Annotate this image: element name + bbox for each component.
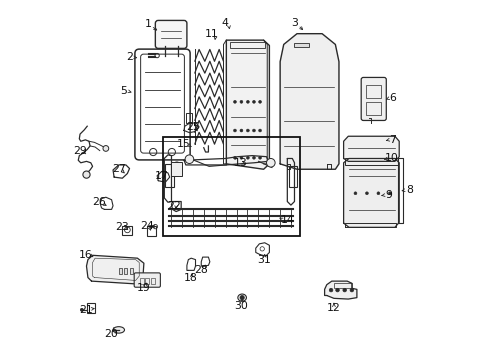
Circle shape — [267, 158, 275, 167]
Text: 30: 30 — [235, 301, 248, 311]
Text: 29: 29 — [73, 146, 87, 156]
Text: 22: 22 — [167, 201, 181, 211]
Ellipse shape — [238, 294, 246, 301]
Text: 9: 9 — [385, 190, 392, 200]
Circle shape — [240, 100, 243, 103]
Polygon shape — [343, 136, 399, 161]
Text: 17: 17 — [155, 171, 169, 181]
Text: 20: 20 — [105, 329, 119, 339]
FancyBboxPatch shape — [155, 21, 187, 48]
Circle shape — [377, 192, 380, 195]
Circle shape — [240, 296, 245, 300]
Text: 7: 7 — [390, 135, 396, 145]
Text: 15: 15 — [177, 139, 191, 149]
Text: 24: 24 — [141, 221, 154, 231]
Bar — [294, 43, 309, 47]
Circle shape — [259, 156, 262, 159]
Bar — [146, 278, 149, 284]
Text: 12: 12 — [327, 303, 341, 314]
Circle shape — [354, 192, 357, 195]
Ellipse shape — [113, 327, 124, 333]
Text: 8: 8 — [406, 185, 413, 195]
Circle shape — [234, 156, 236, 159]
Text: 27: 27 — [112, 164, 125, 174]
Text: 16: 16 — [78, 249, 92, 260]
FancyBboxPatch shape — [361, 77, 386, 121]
Bar — [119, 267, 122, 274]
Text: 14: 14 — [280, 215, 294, 225]
Circle shape — [234, 100, 236, 103]
Circle shape — [259, 129, 262, 132]
Bar — [165, 164, 174, 187]
Bar — [172, 162, 182, 176]
Polygon shape — [343, 158, 399, 227]
Text: 4: 4 — [222, 18, 229, 28]
Bar — [186, 113, 192, 123]
Bar — [140, 278, 144, 284]
Circle shape — [343, 288, 346, 292]
Text: 31: 31 — [257, 255, 270, 265]
Bar — [163, 137, 299, 235]
Bar — [129, 267, 133, 274]
Text: 2: 2 — [126, 52, 133, 62]
Circle shape — [234, 129, 236, 132]
Bar — [87, 303, 95, 314]
Circle shape — [80, 309, 83, 311]
Text: 21: 21 — [79, 305, 94, 315]
Circle shape — [252, 156, 255, 159]
Polygon shape — [280, 34, 339, 169]
Text: 5: 5 — [121, 86, 127, 96]
Circle shape — [252, 100, 255, 103]
Text: 19: 19 — [137, 283, 151, 293]
Circle shape — [336, 288, 339, 292]
Circle shape — [389, 192, 392, 195]
Bar — [151, 278, 155, 284]
Text: 25: 25 — [186, 122, 200, 132]
Circle shape — [252, 129, 255, 132]
Text: 18: 18 — [184, 273, 197, 283]
Text: 6: 6 — [390, 93, 396, 103]
Bar — [366, 102, 381, 115]
Circle shape — [83, 171, 90, 178]
Text: 26: 26 — [92, 197, 105, 207]
Circle shape — [103, 145, 109, 151]
Text: 13: 13 — [234, 158, 247, 168]
Polygon shape — [226, 40, 270, 169]
Circle shape — [350, 288, 354, 292]
Text: 3: 3 — [291, 18, 298, 28]
Bar — [334, 283, 352, 288]
Circle shape — [259, 100, 262, 103]
Circle shape — [246, 129, 249, 132]
Circle shape — [240, 156, 243, 159]
Bar — [147, 226, 156, 235]
Circle shape — [246, 156, 249, 159]
Text: 10: 10 — [384, 153, 398, 163]
Circle shape — [240, 129, 243, 132]
Circle shape — [329, 288, 333, 292]
Polygon shape — [324, 281, 357, 299]
Bar — [230, 41, 265, 48]
Circle shape — [185, 155, 194, 163]
Bar — [122, 226, 132, 234]
Text: 11: 11 — [205, 29, 219, 39]
Text: 28: 28 — [195, 265, 208, 275]
Bar — [366, 85, 381, 98]
Text: 1: 1 — [145, 19, 151, 29]
Bar — [124, 267, 127, 274]
Circle shape — [246, 100, 249, 103]
Bar — [344, 158, 398, 165]
Polygon shape — [87, 255, 144, 284]
Text: 23: 23 — [116, 222, 129, 232]
Circle shape — [366, 192, 368, 195]
FancyBboxPatch shape — [134, 273, 160, 287]
Bar — [289, 166, 296, 187]
